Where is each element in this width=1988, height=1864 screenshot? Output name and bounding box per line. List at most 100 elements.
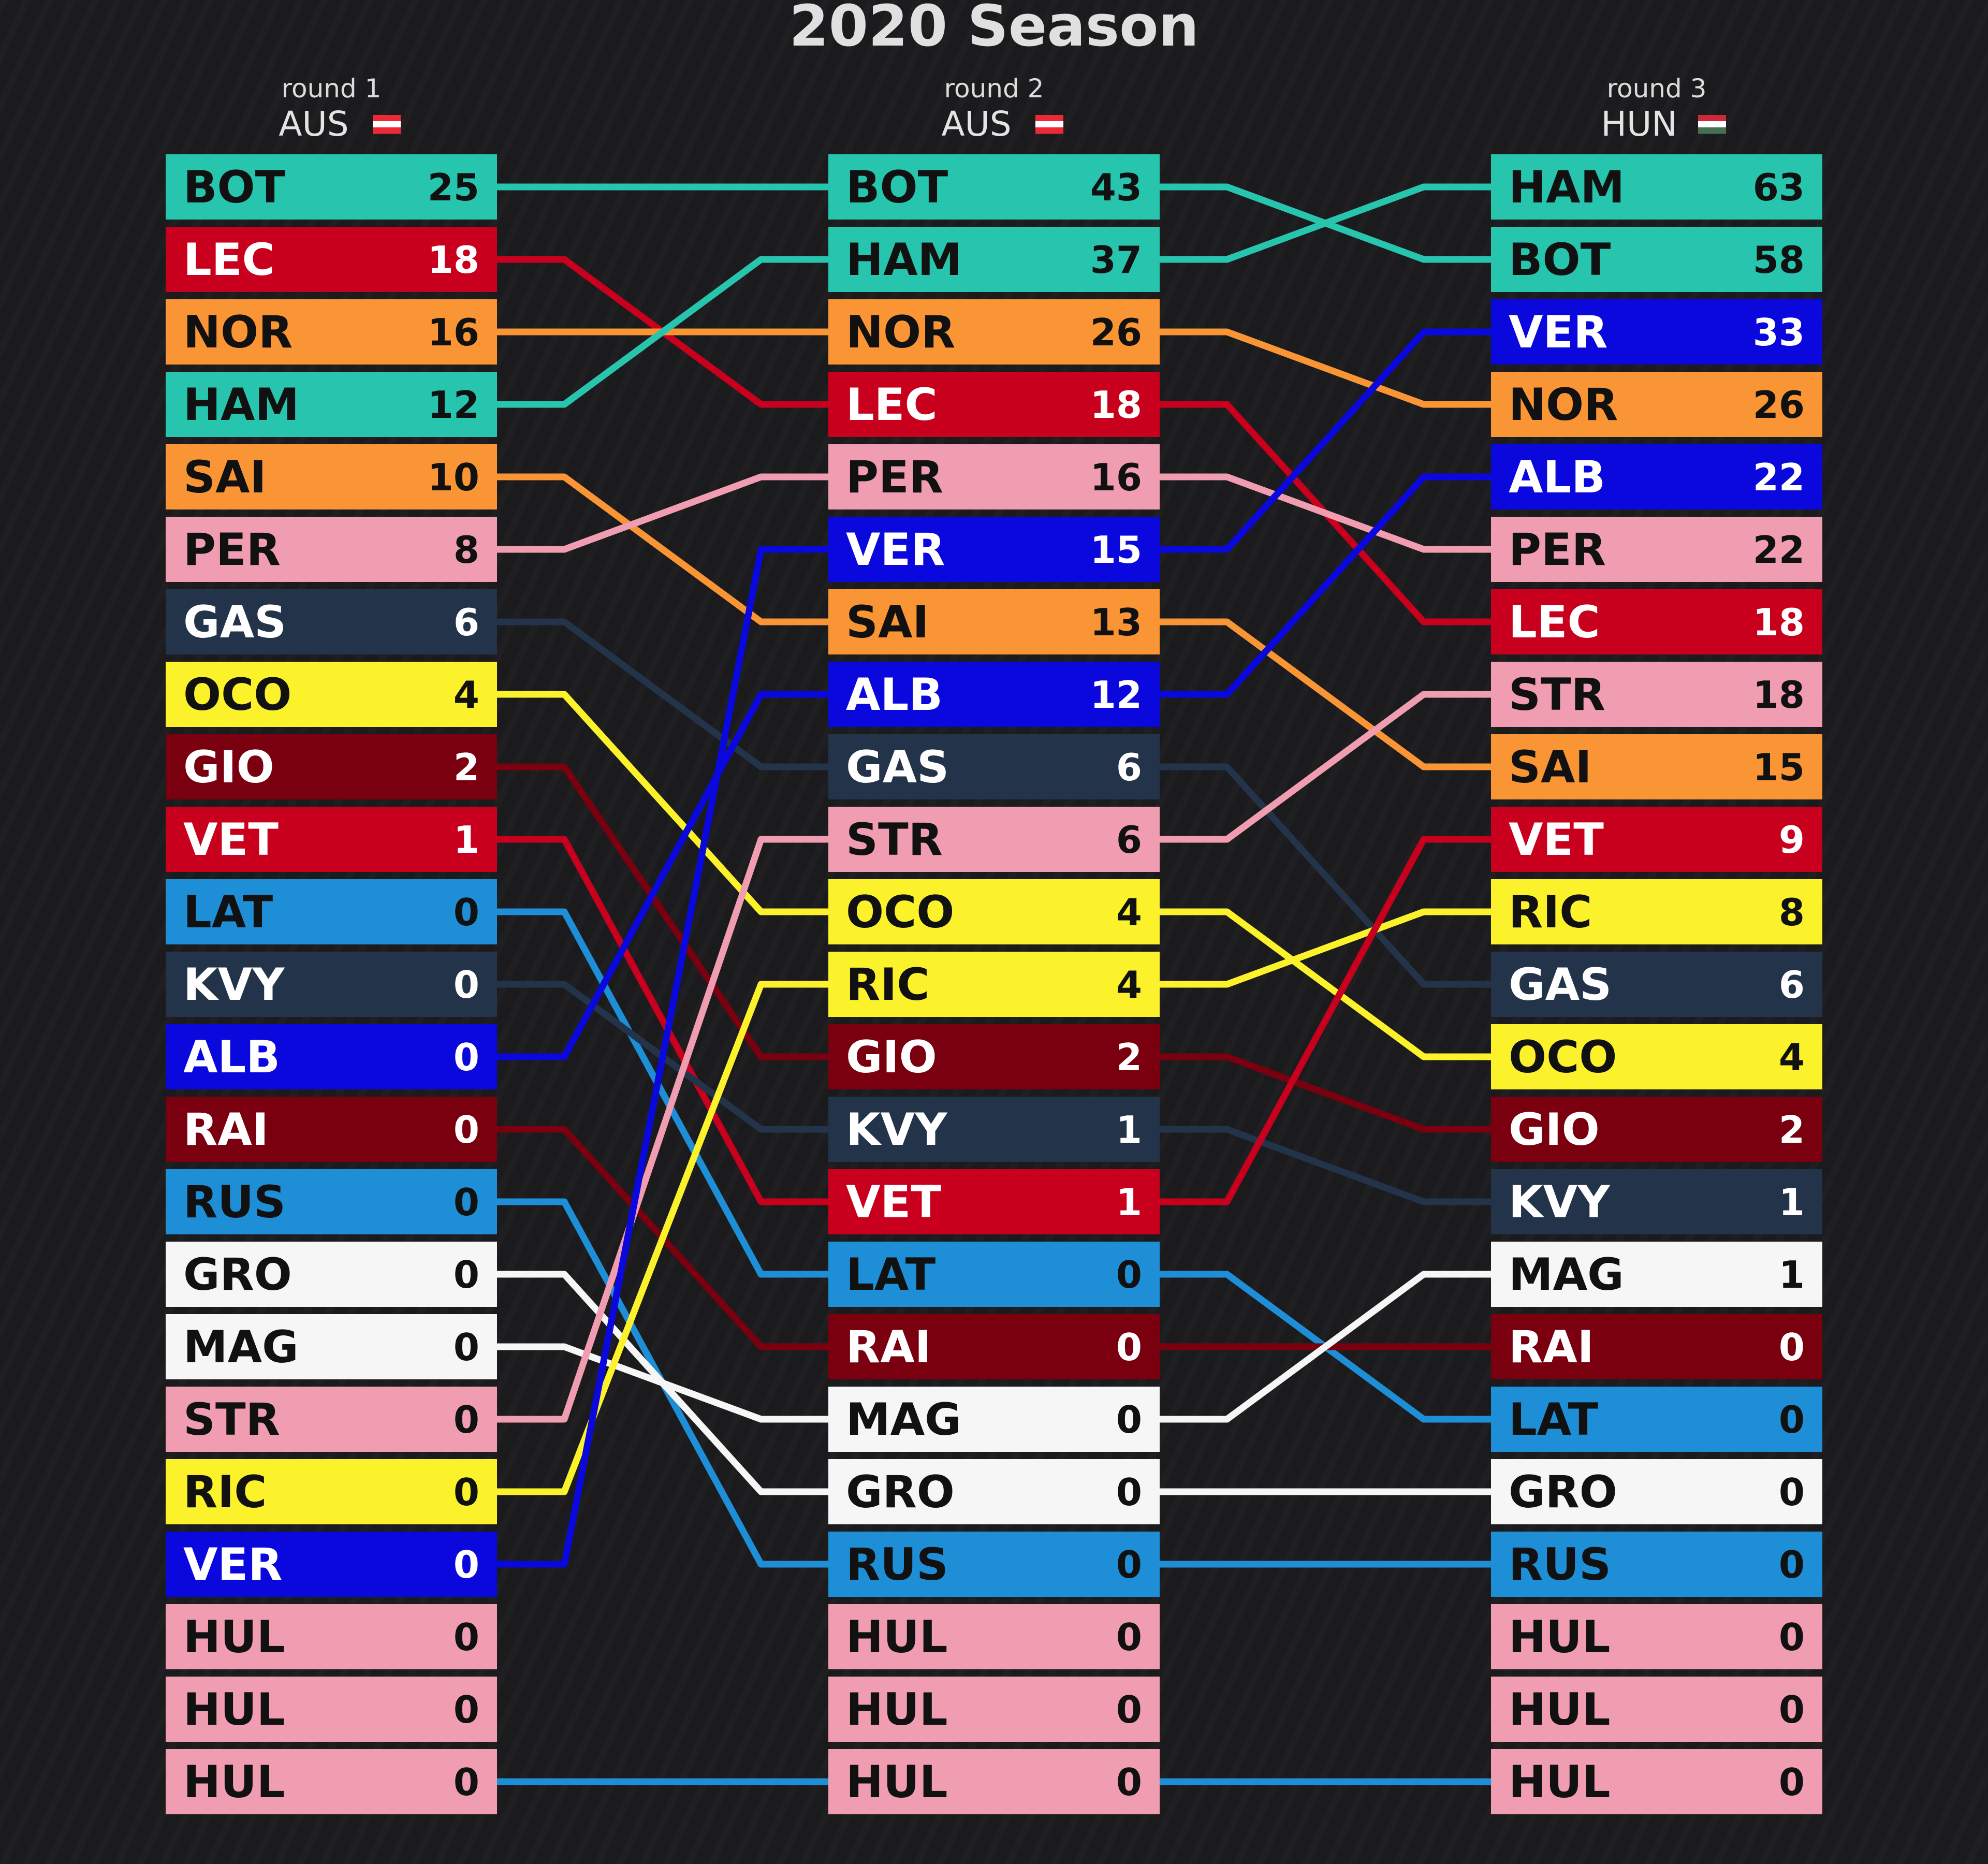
connector-line [493,473,832,553]
driver-points: 22 [1753,528,1805,572]
driver-box [1491,1097,1822,1162]
driver-points: 2 [1116,1036,1142,1079]
driver-code: LAT [846,1249,936,1301]
standing-row: GIO 2 [166,734,497,799]
driver-points: 22 [1753,456,1805,499]
standing-row: PER 16 [828,444,1160,509]
standing-row: ALB 0 [166,1024,497,1089]
driver-code: VET [1509,814,1604,866]
standing-row: GIO 2 [1491,1097,1822,1162]
driver-box [166,1169,497,1234]
driver-box [166,1314,497,1379]
driver-code: STR [183,1394,280,1446]
standing-row: VET 9 [1491,807,1822,872]
driver-box [1491,227,1822,292]
driver-code: BOT [846,162,948,213]
standing-row: KVY 1 [828,1097,1160,1162]
standing-row: RAI 0 [166,1097,497,1162]
driver-code: HUL [1509,1684,1611,1736]
connector-line [493,618,832,770]
connector-line [493,473,832,625]
driver-box [166,1677,497,1742]
driver-points: 0 [1116,1760,1142,1804]
driver-points: 26 [1090,311,1142,354]
flag-icon [373,115,401,134]
driver-code: GRO [183,1249,292,1301]
driver-points: 0 [1779,1398,1805,1441]
driver-code: RAI [846,1321,931,1373]
driver-points: 2 [1779,1108,1805,1152]
driver-points: 18 [1090,383,1142,427]
standing-row: GAS 6 [828,734,1160,799]
driver-box [828,1459,1160,1524]
driver-points: 6 [454,601,479,644]
standing-row: HUL 0 [1491,1604,1822,1669]
standing-row: RAI 0 [1491,1314,1822,1379]
driver-box [828,1169,1160,1234]
driver-code: KVY [846,1104,948,1156]
driver-box [166,299,497,365]
standing-row: GRO 0 [166,1242,497,1307]
chart-title: 2020 Season [789,0,1199,59]
standing-row: MAG 1 [1491,1242,1822,1307]
driver-points: 25 [428,166,479,209]
driver-points: 18 [1753,673,1805,717]
standing-row: PER 8 [166,517,497,582]
driver-code: RUS [183,1176,286,1228]
connector-line [493,691,832,1060]
driver-box [828,517,1160,582]
flag-stripe [1698,127,1726,134]
driver-box [1491,1024,1822,1089]
connector-line [1156,1126,1495,1205]
driver-points: 0 [454,1036,479,1079]
connector-line [1156,836,1495,1205]
driver-points: 33 [1753,311,1805,354]
standing-row: BOT 43 [828,154,1160,220]
driver-box [166,1242,497,1307]
driver-box [166,662,497,727]
driver-box [1491,589,1822,654]
driver-points: 4 [1116,891,1142,934]
driver-box [1491,952,1822,1017]
standing-row: HUL 0 [828,1677,1160,1742]
driver-box [166,444,497,509]
driver-box [166,1024,497,1089]
driver-points: 63 [1753,166,1805,209]
driver-code: OCO [846,886,954,938]
driver-points: 6 [1779,963,1805,1007]
flag-stripe [373,115,401,122]
driver-code: STR [1509,669,1605,721]
standing-row: BOT 58 [1491,227,1822,292]
driver-code: NOR [183,307,293,358]
driver-points: 0 [1779,1688,1805,1731]
driver-points: 15 [1090,528,1142,572]
driver-box [1491,1459,1822,1524]
driver-points: 6 [1116,746,1142,789]
driver-points: 4 [1116,963,1142,1007]
driver-code: HUL [183,1684,285,1736]
driver-code: OCO [1509,1031,1617,1083]
driver-box [166,1387,497,1452]
standing-row: OCO 4 [166,662,497,727]
connector-line [1156,908,1495,988]
driver-box [166,1749,497,1814]
driver-box [828,734,1160,799]
connector-line [493,1343,832,1423]
driver-code: LEC [183,234,275,286]
driver-code: SAI [1509,741,1592,793]
driver-box [1491,1604,1822,1669]
driver-box [828,1024,1160,1089]
standing-row: HUL 0 [1491,1677,1822,1742]
driver-box [828,1749,1160,1814]
connector-line [1156,328,1495,408]
driver-code: GAS [846,741,949,793]
round-label: round 2 [944,74,1044,104]
driver-box [828,807,1160,872]
driver-code: HAM [846,234,962,286]
driver-points: 0 [1779,1543,1805,1586]
driver-box [166,734,497,799]
driver-box [166,952,497,1017]
standing-row: HUL 0 [166,1677,497,1742]
standing-row: RAI 0 [828,1314,1160,1379]
